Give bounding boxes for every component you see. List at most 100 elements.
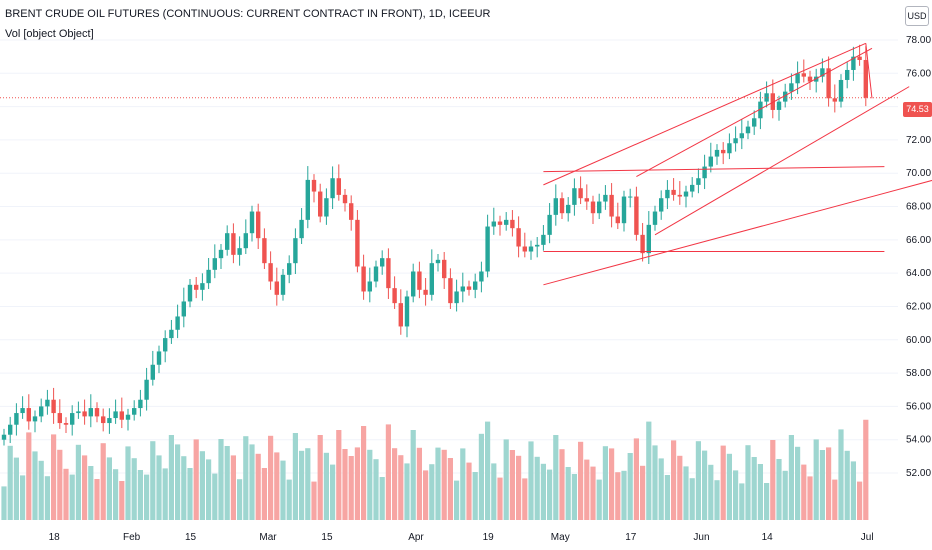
candle-body: [845, 69, 850, 80]
volume-bar: [429, 464, 435, 520]
volume-bar: [20, 475, 26, 520]
candle-body: [349, 203, 354, 220]
candle-body: [144, 379, 149, 400]
candle-body: [497, 221, 503, 225]
volume-bar: [69, 474, 75, 520]
candle-body: [39, 406, 44, 417]
volume-bar: [516, 455, 522, 520]
chart-title: BRENT CRUDE OIL FUTURES (CONTINUOUS: CUR…: [5, 8, 491, 20]
volume-bar: [106, 457, 112, 520]
volume-bar: [844, 450, 850, 520]
candle-body: [380, 258, 385, 267]
candle-body: [466, 286, 472, 290]
time-tick-label: Feb: [123, 532, 141, 543]
candle-body: [26, 408, 31, 422]
volume-bar: [838, 429, 844, 520]
currency-button[interactable]: USD: [905, 6, 929, 26]
volume-bar: [788, 435, 794, 520]
price-tick-label: 62.00: [906, 301, 931, 312]
trendline: [636, 47, 873, 178]
volume-bar: [348, 456, 354, 520]
candle-body: [634, 196, 639, 235]
time-tick-label: Mar: [259, 532, 277, 543]
volume-indicator-label[interactable]: Vol [object Object]: [5, 28, 94, 40]
volume-bar: [113, 469, 119, 520]
volume-bar: [441, 449, 447, 520]
volume-bar: [125, 446, 131, 520]
volume-bar: [528, 441, 534, 520]
candle-body: [727, 143, 732, 154]
candle-body: [541, 234, 546, 245]
candle-body: [82, 411, 87, 417]
candle-body: [435, 259, 441, 264]
candle-body: [63, 423, 69, 425]
volume-bar: [491, 463, 497, 520]
candle-body: [14, 413, 19, 425]
candle-body: [268, 263, 273, 282]
candle-body: [107, 418, 112, 424]
volume-bar: [261, 468, 267, 520]
candle-body: [32, 416, 38, 422]
candle-body: [863, 59, 868, 98]
volume-bar: [677, 455, 683, 520]
candle-body: [45, 399, 50, 407]
price-tick-label: 64.00: [906, 268, 931, 279]
candle-body: [510, 219, 515, 229]
volume-bar: [745, 445, 751, 520]
volume-bar: [181, 456, 187, 520]
volume-bar: [540, 463, 546, 520]
volume-bar: [57, 449, 63, 520]
volume-bar: [683, 466, 689, 520]
volume-bar: [503, 439, 509, 520]
volume-bar: [553, 435, 559, 520]
price-tick-label: 54.00: [906, 435, 931, 446]
candle-body: [559, 198, 565, 214]
candle-body: [256, 211, 261, 239]
candle-body: [94, 408, 100, 417]
volume-bars: [1, 419, 869, 520]
volume-bar: [751, 457, 757, 520]
volume-bar: [150, 441, 156, 520]
candle-body: [621, 196, 627, 224]
volume-bar: [776, 459, 782, 520]
volume-bar: [857, 481, 863, 520]
candle-body: [671, 189, 676, 195]
candle-body: [640, 234, 645, 254]
volume-bar: [286, 479, 292, 520]
time-tick-label: 14: [762, 532, 774, 543]
candle-body: [175, 316, 180, 330]
volume-bar: [361, 426, 367, 520]
volume-bar: [354, 447, 360, 520]
volume-bar: [733, 470, 739, 520]
candle-body: [795, 73, 800, 84]
candle-body: [392, 288, 397, 304]
volume-bar: [299, 450, 305, 520]
candle-body: [194, 284, 199, 290]
price-tick-label: 66.00: [906, 235, 931, 246]
volume-bar: [13, 457, 19, 520]
candle-body: [789, 83, 794, 92]
trendline: [865, 43, 873, 99]
volume-bar: [44, 476, 50, 520]
candle-body: [70, 413, 75, 425]
candle-body: [597, 201, 602, 214]
volume-bar: [398, 455, 404, 520]
volume-bar: [578, 441, 584, 520]
candle-body: [156, 351, 162, 365]
candle-body: [820, 68, 825, 77]
candle-body: [677, 194, 682, 197]
candle-body: [237, 248, 242, 255]
candle-body: [590, 201, 596, 214]
candle-body: [386, 258, 391, 289]
volume-bar: [478, 433, 484, 520]
volume-bar: [392, 448, 398, 520]
candle-body: [88, 408, 93, 417]
time-axis[interactable]: 18 Feb 15 Mar 15 Apr 19 May 17 Jun 14 Jul: [49, 532, 874, 543]
candle-body: [851, 56, 856, 70]
volume-bar: [88, 466, 94, 520]
volume-bar: [658, 458, 664, 520]
trendlines[interactable]: [543, 42, 932, 286]
candle-body: [646, 224, 651, 254]
candle-body: [690, 184, 695, 192]
